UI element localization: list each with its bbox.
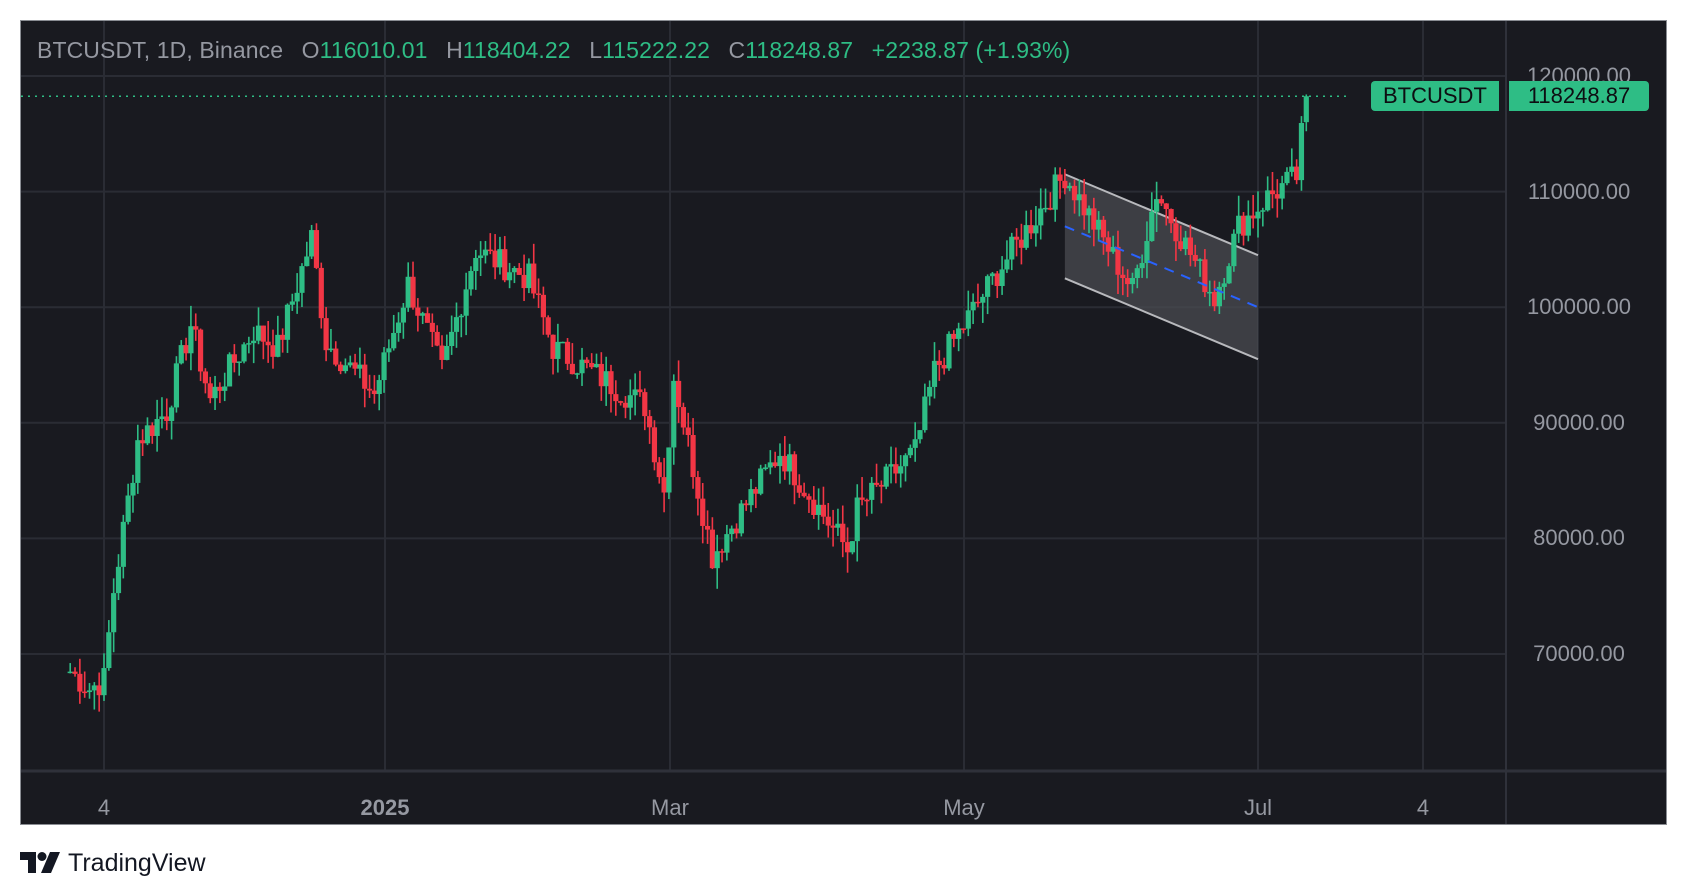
close-label: C xyxy=(728,37,746,63)
tradingview-logo-icon xyxy=(20,852,60,873)
tradingview-brand: TradingView xyxy=(68,848,206,877)
chart-canvas[interactable] xyxy=(21,21,1667,825)
close-value: 118248.87 xyxy=(745,37,854,63)
open-value: 116010.01 xyxy=(319,37,428,63)
low-value: 115222.22 xyxy=(602,37,711,63)
price-tick-label: 90000.00 xyxy=(1533,409,1625,435)
time-tick-label: 4 xyxy=(97,795,111,820)
price-tick-label: 100000.00 xyxy=(1527,294,1631,320)
chart-frame[interactable]: BTCUSDT, 1D, Binance O116010.01 H118404.… xyxy=(20,20,1667,825)
symbol-title[interactable]: BTCUSDT, 1D, Binance xyxy=(37,37,284,63)
grid-lines xyxy=(21,21,1506,771)
price-tick-label: 70000.00 xyxy=(1533,641,1625,666)
candlestick-series xyxy=(67,94,1309,712)
descending-channel[interactable] xyxy=(1064,173,1259,361)
time-tick-label: Mar xyxy=(651,795,689,820)
last-price-badge: 118248.87 xyxy=(1507,81,1649,112)
time-tick-label: 4 xyxy=(1416,795,1430,820)
symbol-badge: BTCUSDT xyxy=(1371,81,1499,112)
time-tick-label: Jul xyxy=(1243,795,1273,820)
open-label: O xyxy=(301,37,320,63)
ohlc-legend: BTCUSDT, 1D, Binance O116010.01 H118404.… xyxy=(37,37,1070,64)
change-value: +2238.87 (+1.93%) xyxy=(871,37,1071,63)
low-label: L xyxy=(589,37,603,63)
tradingview-footer[interactable]: TradingView xyxy=(20,846,206,880)
high-value: 118404.22 xyxy=(462,37,571,63)
time-tick-label: May xyxy=(943,795,985,820)
price-tick-label: 80000.00 xyxy=(1533,525,1625,551)
axes-borders xyxy=(21,21,1666,824)
high-label: H xyxy=(446,37,463,63)
price-tick-label: 110000.00 xyxy=(1527,178,1631,204)
time-tick-label: 2025 xyxy=(360,795,410,820)
